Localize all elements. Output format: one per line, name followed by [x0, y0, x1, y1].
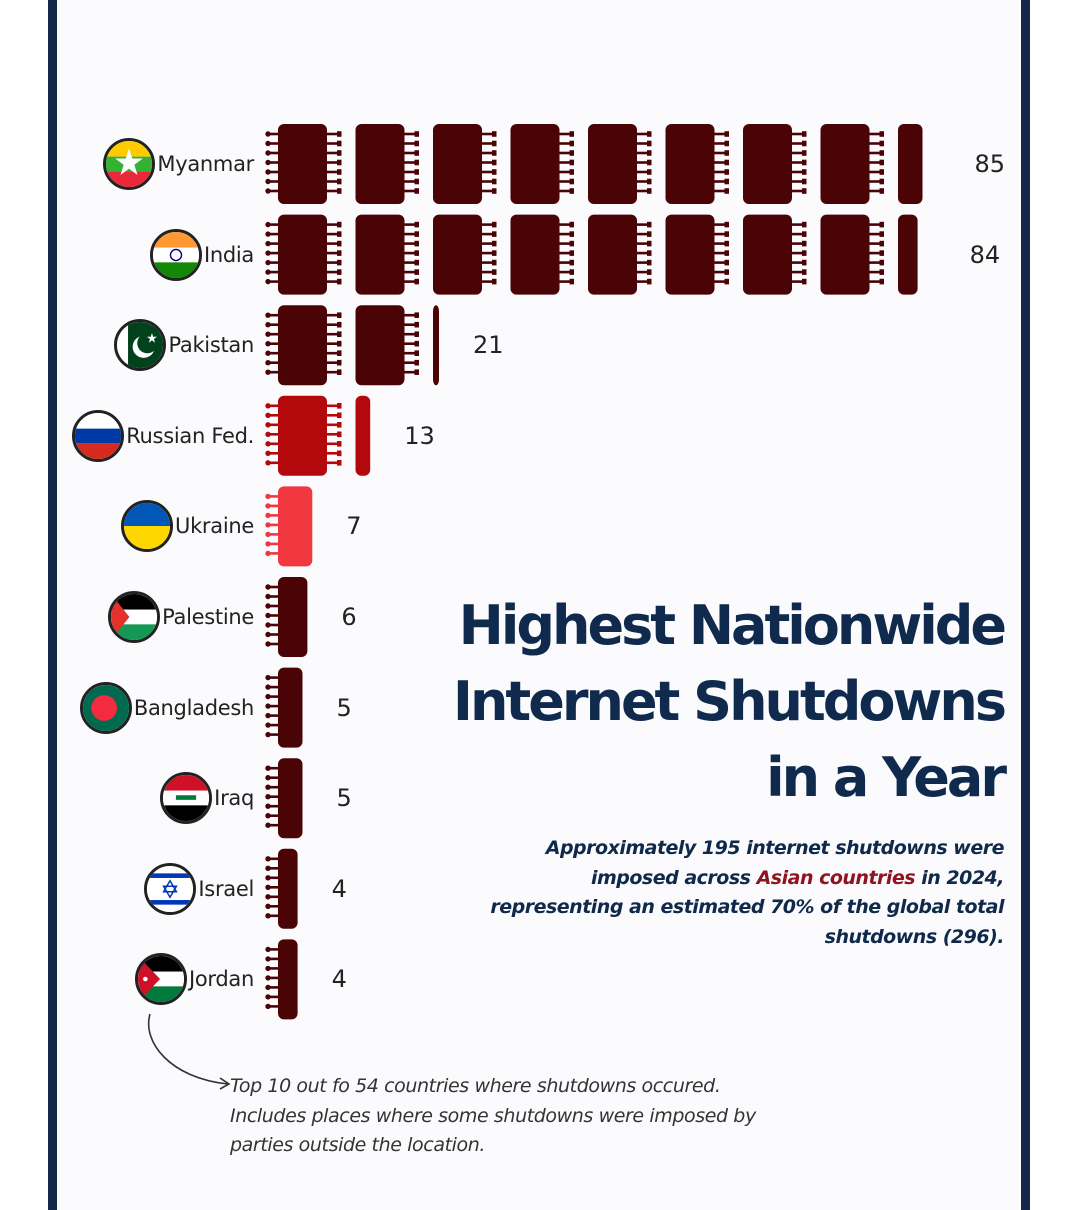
bar-value-label: 7 — [346, 512, 362, 541]
country-label-row: Palestine — [108, 577, 254, 657]
subtitle-highlight: Asian countries — [756, 866, 916, 889]
india-flag-icon — [149, 228, 202, 281]
bar-value-label: 5 — [336, 784, 352, 813]
bar-value-label: 6 — [341, 603, 357, 631]
bar-jordan — [265, 939, 298, 1020]
russia-flag-icon — [72, 409, 125, 462]
country-name: Ukraine — [175, 514, 254, 539]
country-label-row: Bangladesh — [79, 668, 254, 748]
bar-iraq — [265, 758, 303, 839]
title-line-3: in a Year — [766, 746, 1007, 809]
country-label-row: Russian Fed. — [72, 396, 254, 476]
country-name: Jordan — [188, 967, 254, 992]
country-name: Myanmar — [157, 152, 254, 176]
bar-palestine — [265, 577, 308, 657]
pakistan-flag-icon — [114, 319, 167, 372]
bar-value-label: 13 — [404, 421, 435, 450]
country-name: Bangladesh — [133, 695, 254, 720]
jordan-flag-icon — [134, 953, 187, 1006]
bangladesh-flag-icon — [79, 681, 132, 734]
country-label-row: Ukraine — [121, 486, 254, 566]
israel-flag-icon — [144, 862, 197, 915]
bar-value-label: 21 — [473, 331, 504, 360]
country-label-row: Myanmar — [103, 124, 254, 204]
country-name: Iraq — [214, 786, 254, 811]
country-name: Russian Fed. — [126, 423, 254, 448]
country-label-row: Israel — [144, 849, 254, 929]
curved-arrow-icon — [147, 1013, 231, 1090]
ukraine-flag-icon — [121, 500, 173, 553]
bar-ukraine — [265, 486, 313, 567]
country-label-row: Iraq — [160, 758, 254, 838]
subtitle-part-2: in 2024, representing an estimated 70% o… — [490, 866, 1004, 948]
chart-subtitle: Approximately 195 internet shutdowns wer… — [484, 834, 1004, 952]
title-line-2: Internet Shutdowns — [452, 670, 1007, 733]
bar-value-label: 84 — [969, 240, 1001, 269]
palestine-flag-icon — [108, 591, 161, 643]
title-line-1: Highest Nationwide — [458, 594, 1007, 657]
myanmar-flag-icon — [103, 138, 156, 190]
bar-india — [265, 214, 918, 295]
country-label-row: Pakistan — [114, 305, 254, 385]
bar-pakistan — [265, 305, 439, 386]
bar-value-label: 85 — [974, 150, 1006, 178]
iraq-flag-icon — [160, 772, 213, 825]
bar-russian-fed- — [265, 395, 371, 476]
country-name: India — [203, 242, 254, 267]
footnote: Top 10 out fo 54 countries where shutdow… — [230, 1075, 756, 1156]
country-name: Palestine — [162, 605, 254, 629]
bar-bangladesh — [265, 667, 303, 748]
bar-myanmar — [265, 124, 923, 204]
country-label-row: Jordan — [134, 939, 254, 1019]
country-name: Pakistan — [168, 333, 254, 358]
subtitle-part-1: Approximately 195 internet shutdowns wer… — [545, 837, 1005, 889]
bar-value-label: 4 — [331, 965, 347, 994]
country-label-row: India — [149, 215, 254, 295]
bar-value-label: 5 — [336, 693, 352, 722]
bar-value-label: 4 — [331, 874, 347, 903]
chart-title: Highest Nationwide Internet Shutdowns in… — [452, 588, 1007, 816]
bar-israel — [265, 848, 298, 929]
country-name: Israel — [198, 876, 254, 901]
